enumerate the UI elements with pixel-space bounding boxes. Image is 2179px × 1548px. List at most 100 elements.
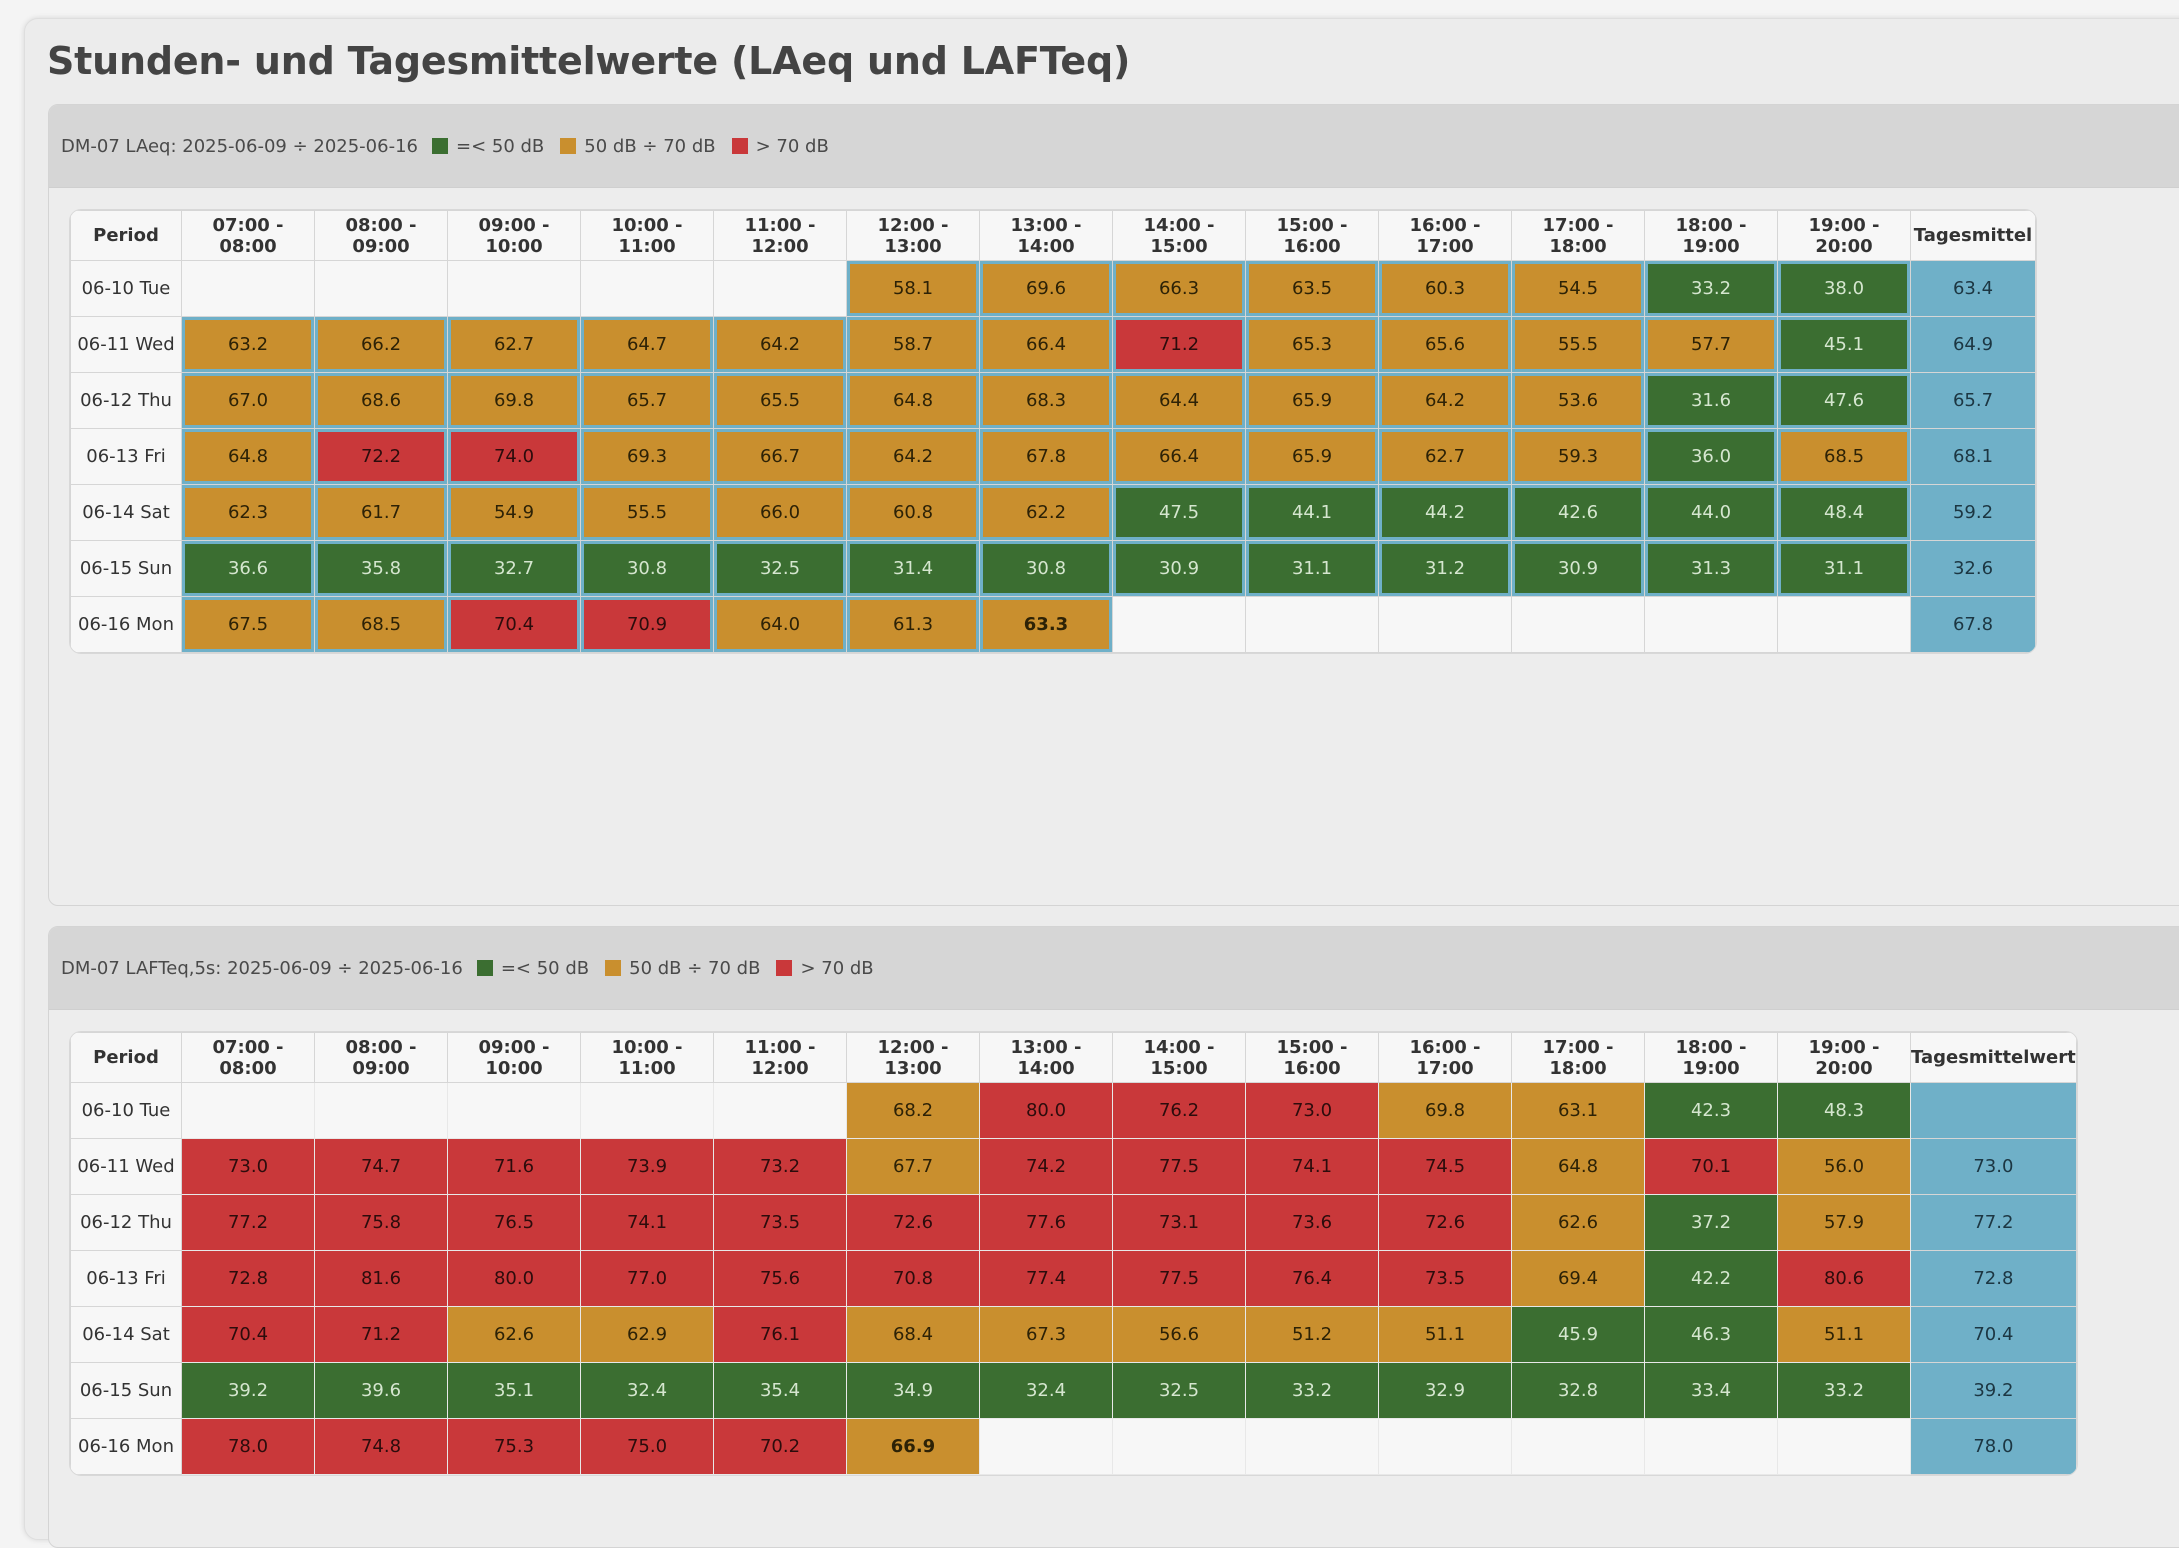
value-cell: 73.2	[713, 1138, 847, 1195]
value-cell: 55.5	[580, 484, 714, 541]
value-cell: 63.3	[979, 596, 1113, 653]
value-cell	[1777, 1418, 1911, 1475]
column-header-daily[interactable]: Tagesmittelwert	[1910, 1032, 2077, 1083]
value-cell: 65.9	[1245, 428, 1379, 485]
value-cell: 60.3	[1378, 260, 1512, 317]
table-row: 06-13 Fri 72.8 81.6 80.0 77.0 75.6 70.8 77.4 77.…	[70, 1250, 2077, 1307]
column-header-hour[interactable]: 08:00 - 09:00	[314, 210, 448, 261]
column-header-hour[interactable]: 11:00 - 12:00	[713, 1032, 847, 1083]
value-cell: 62.6	[1511, 1194, 1645, 1251]
value-cell: 73.5	[713, 1194, 847, 1251]
value-cell: 70.9	[580, 596, 714, 653]
value-cell: 64.8	[181, 428, 315, 485]
value-cell: 75.6	[713, 1250, 847, 1307]
column-header-hour[interactable]: 17:00 - 18:00	[1511, 210, 1645, 261]
legend-red-label: > 70 dB	[755, 135, 829, 157]
value-cell: 64.7	[580, 316, 714, 373]
value-cell: 33.2	[1245, 1362, 1379, 1419]
column-header-period[interactable]: Period	[70, 1032, 182, 1083]
value-cell: 74.0	[447, 428, 581, 485]
lafteq-table: Period 07:00 - 08:00 08:00 - 09:00 09:00 - …	[70, 1032, 2077, 1475]
column-header-hour[interactable]: 09:00 - 10:00	[447, 210, 581, 261]
value-cell: 73.9	[580, 1138, 714, 1195]
value-cell: 65.7	[580, 372, 714, 429]
value-cell: 56.6	[1112, 1306, 1246, 1363]
value-cell: 37.2	[1644, 1194, 1778, 1251]
laeq-table-title: DM-07 LAeq: 2025-06-09 ÷ 2025-06-16	[61, 135, 418, 157]
value-cell: 30.8	[580, 540, 714, 597]
column-header-hour[interactable]: 07:00 - 08:00	[181, 210, 315, 261]
value-cell: 34.9	[846, 1362, 980, 1419]
value-cell: 31.3	[1644, 540, 1778, 597]
column-header-hour[interactable]: 19:00 - 20:00	[1777, 1032, 1911, 1083]
column-header-hour[interactable]: 10:00 - 11:00	[580, 210, 714, 261]
column-header-hour[interactable]: 17:00 - 18:00	[1511, 1032, 1645, 1083]
column-header-hour[interactable]: 15:00 - 16:00	[1245, 210, 1379, 261]
value-cell: 31.4	[846, 540, 980, 597]
green-swatch-icon	[431, 138, 448, 154]
period-cell: 06-10 Tue	[70, 260, 182, 317]
value-cell: 73.5	[1378, 1250, 1512, 1307]
column-header-hour[interactable]: 19:00 - 20:00	[1777, 210, 1911, 261]
value-cell: 63.1	[1511, 1082, 1645, 1139]
value-cell: 65.9	[1245, 372, 1379, 429]
column-header-hour[interactable]: 12:00 - 13:00	[846, 1032, 980, 1083]
value-cell: 70.8	[846, 1250, 980, 1307]
value-cell: 33.2	[1777, 1362, 1911, 1419]
column-header-hour[interactable]: 07:00 - 08:00	[181, 1032, 315, 1083]
column-header-hour[interactable]: 16:00 - 17:00	[1378, 1032, 1512, 1083]
column-header-hour[interactable]: 12:00 - 13:00	[846, 210, 980, 261]
column-header-hour[interactable]: 18:00 - 19:00	[1644, 210, 1778, 261]
column-header-hour[interactable]: 09:00 - 10:00	[447, 1032, 581, 1083]
column-header-period[interactable]: Period	[70, 210, 182, 261]
value-cell: 67.5	[181, 596, 315, 653]
value-cell: 76.5	[447, 1194, 581, 1251]
column-header-hour[interactable]: 14:00 - 15:00	[1112, 1032, 1246, 1083]
value-cell: 51.1	[1378, 1306, 1512, 1363]
column-header-hour[interactable]: 13:00 - 14:00	[979, 210, 1113, 261]
column-header-hour[interactable]: 10:00 - 11:00	[580, 1032, 714, 1083]
value-cell: 80.0	[979, 1082, 1113, 1139]
lafteq-panel: DM-07 LAFTeq,5s: 2025-06-09 ÷ 2025-06-16…	[48, 926, 2179, 1548]
value-cell: 71.6	[447, 1138, 581, 1195]
value-cell: 71.2	[1112, 316, 1246, 373]
column-header-daily[interactable]: Tagesmittel	[1910, 210, 2036, 261]
table-row: 06-12 Thu 77.2 75.8 76.5 74.1 73.5 72.6 77.6 73.…	[70, 1194, 2077, 1251]
value-cell	[314, 1082, 448, 1139]
value-cell	[181, 1082, 315, 1139]
value-cell	[181, 260, 315, 317]
value-cell: 73.0	[181, 1138, 315, 1195]
value-cell: 64.2	[713, 316, 847, 373]
value-cell: 36.6	[181, 540, 315, 597]
value-cell: 67.3	[979, 1306, 1113, 1363]
value-cell	[580, 1082, 714, 1139]
column-header-hour[interactable]: 14:00 - 15:00	[1112, 210, 1246, 261]
value-cell: 75.3	[447, 1418, 581, 1475]
value-cell: 42.6	[1511, 484, 1645, 541]
value-cell: 44.2	[1378, 484, 1512, 541]
column-header-hour[interactable]: 15:00 - 16:00	[1245, 1032, 1379, 1083]
value-cell: 71.2	[314, 1306, 448, 1363]
value-cell	[1245, 596, 1379, 653]
table-row: 06-15 Sun 39.2 39.6 35.1 32.4 35.4 34.9 32.4 32.…	[70, 1362, 2077, 1419]
value-cell: 80.0	[447, 1250, 581, 1307]
value-cell: 31.1	[1245, 540, 1379, 597]
daily-mean-cell: 39.2	[1910, 1362, 2077, 1419]
column-header-hour[interactable]: 16:00 - 17:00	[1378, 210, 1512, 261]
column-header-hour[interactable]: 18:00 - 19:00	[1644, 1032, 1778, 1083]
column-header-hour[interactable]: 08:00 - 09:00	[314, 1032, 448, 1083]
column-header-hour[interactable]: 13:00 - 14:00	[979, 1032, 1113, 1083]
value-cell: 64.0	[713, 596, 847, 653]
value-cell: 66.0	[713, 484, 847, 541]
value-cell: 67.0	[181, 372, 315, 429]
value-cell: 30.9	[1511, 540, 1645, 597]
value-cell: 62.2	[979, 484, 1113, 541]
value-cell: 48.4	[1777, 484, 1911, 541]
value-cell: 32.5	[1112, 1362, 1246, 1419]
value-cell: 77.4	[979, 1250, 1113, 1307]
value-cell: 74.8	[314, 1418, 448, 1475]
table-row: 06-11 Wed 73.0 74.7 71.6 73.9 73.2 67.7 74.2 77.…	[70, 1138, 2077, 1195]
column-header-hour[interactable]: 11:00 - 12:00	[713, 210, 847, 261]
lafteq-panel-header: DM-07 LAFTeq,5s: 2025-06-09 ÷ 2025-06-16…	[49, 927, 2179, 1010]
daily-mean-cell: 65.7	[1910, 372, 2036, 429]
